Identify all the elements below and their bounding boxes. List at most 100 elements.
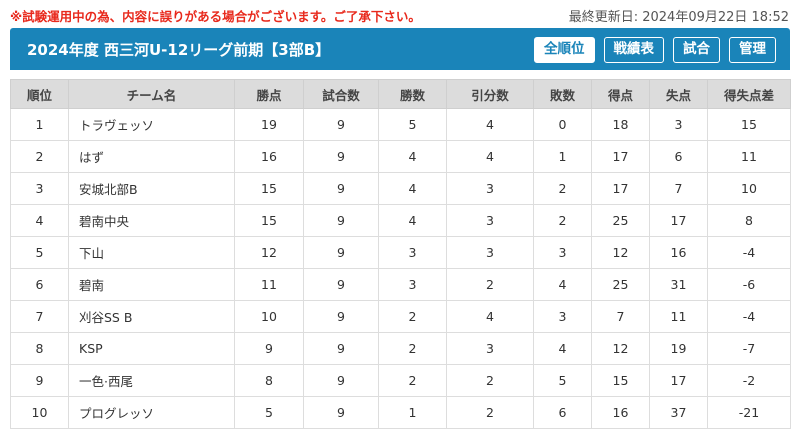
cell-goals-against: 17 <box>649 364 708 397</box>
cell-played: 9 <box>303 396 379 429</box>
cell-goal-difference: -6 <box>707 268 791 301</box>
cell-draws: 3 <box>446 236 534 269</box>
trial-notice: ※試験運用中の為、内容に誤りがある場合がございます。ご了承下さい。 <box>10 9 421 24</box>
table-row: 10 プログレッソ 5 9 1 2 6 16 37 -21 <box>10 396 791 429</box>
cell-wins: 3 <box>378 236 447 269</box>
cell-goals-for: 18 <box>591 108 650 141</box>
table-row: 9 一色·西尾 8 9 2 2 5 15 17 -2 <box>10 364 791 397</box>
col-header-rank: 順位 <box>10 79 69 109</box>
cell-goals-for: 17 <box>591 172 650 205</box>
table-row: 6 碧南 11 9 3 2 4 25 31 -6 <box>10 268 791 301</box>
cell-rank: 5 <box>10 236 69 269</box>
cell-rank: 7 <box>10 300 69 333</box>
cell-goals-for: 17 <box>591 140 650 173</box>
cell-wins: 4 <box>378 172 447 205</box>
cell-goals-against: 6 <box>649 140 708 173</box>
cell-team-name[interactable]: プログレッソ <box>68 396 235 429</box>
cell-losses: 3 <box>533 236 592 269</box>
cell-rank: 1 <box>10 108 69 141</box>
cell-goal-difference: -4 <box>707 236 791 269</box>
cell-played: 9 <box>303 300 379 333</box>
cell-points: 5 <box>234 396 304 429</box>
view-tabs: 全順位 戦績表 試合 管理 <box>525 37 776 63</box>
cell-goals-for: 25 <box>591 268 650 301</box>
cell-played: 9 <box>303 236 379 269</box>
cell-team-name[interactable]: はず <box>68 140 235 173</box>
tab-admin[interactable]: 管理 <box>729 37 776 63</box>
col-header-wins: 勝数 <box>378 79 447 109</box>
cell-played: 9 <box>303 268 379 301</box>
cell-goals-against: 11 <box>649 300 708 333</box>
cell-draws: 4 <box>446 140 534 173</box>
cell-losses: 1 <box>533 140 592 173</box>
cell-team-name[interactable]: トラヴェッソ <box>68 108 235 141</box>
cell-points: 10 <box>234 300 304 333</box>
cell-draws: 4 <box>446 300 534 333</box>
cell-wins: 4 <box>378 140 447 173</box>
cell-losses: 2 <box>533 172 592 205</box>
col-header-team: チーム名 <box>68 79 235 109</box>
cell-goal-difference: -7 <box>707 332 791 365</box>
cell-rank: 2 <box>10 140 69 173</box>
cell-played: 9 <box>303 204 379 237</box>
col-header-goals-against: 失点 <box>649 79 708 109</box>
cell-goal-difference: -21 <box>707 396 791 429</box>
league-header: 2024年度 西三河U-12リーグ前期【3部B】 全順位 戦績表 試合 管理 <box>10 28 790 70</box>
cell-goals-against: 37 <box>649 396 708 429</box>
cell-played: 9 <box>303 140 379 173</box>
cell-draws: 4 <box>446 108 534 141</box>
cell-points: 8 <box>234 364 304 397</box>
cell-goals-for: 16 <box>591 396 650 429</box>
cell-played: 9 <box>303 108 379 141</box>
cell-rank: 9 <box>10 364 69 397</box>
cell-points: 11 <box>234 268 304 301</box>
cell-wins: 3 <box>378 268 447 301</box>
cell-goals-for: 25 <box>591 204 650 237</box>
tab-results-grid[interactable]: 戦績表 <box>603 37 664 63</box>
cell-team-name[interactable]: 安城北部B <box>68 172 235 205</box>
col-header-goal-difference: 得失点差 <box>707 79 791 109</box>
cell-team-name[interactable]: KSP <box>68 332 235 365</box>
cell-points: 16 <box>234 140 304 173</box>
cell-draws: 2 <box>446 396 534 429</box>
cell-played: 9 <box>303 172 379 205</box>
tab-standings[interactable]: 全順位 <box>534 37 595 63</box>
cell-goals-against: 17 <box>649 204 708 237</box>
cell-rank: 8 <box>10 332 69 365</box>
cell-goals-against: 16 <box>649 236 708 269</box>
cell-goals-for: 15 <box>591 364 650 397</box>
cell-losses: 5 <box>533 364 592 397</box>
cell-wins: 2 <box>378 300 447 333</box>
cell-goals-for: 7 <box>591 300 650 333</box>
col-header-played: 試合数 <box>303 79 379 109</box>
cell-goal-difference: -2 <box>707 364 791 397</box>
cell-losses: 2 <box>533 204 592 237</box>
cell-losses: 4 <box>533 332 592 365</box>
cell-wins: 4 <box>378 204 447 237</box>
standings-body: 1 トラヴェッソ 19 9 5 4 0 18 3 15 2 はず 16 9 4 4 1 17 6 11 3 安城北部B 15… <box>10 108 791 429</box>
cell-team-name[interactable]: 下山 <box>68 236 235 269</box>
tab-matches[interactable]: 試合 <box>673 37 720 63</box>
cell-draws: 3 <box>446 172 534 205</box>
notice-bar: ※試験運用中の為、内容に誤りがある場合がございます。ご了承下さい。 最終更新日:… <box>0 0 800 28</box>
cell-points: 15 <box>234 172 304 205</box>
cell-points: 19 <box>234 108 304 141</box>
cell-team-name[interactable]: 碧南中央 <box>68 204 235 237</box>
cell-wins: 1 <box>378 396 447 429</box>
cell-goals-against: 31 <box>649 268 708 301</box>
cell-losses: 0 <box>533 108 592 141</box>
cell-goal-difference: -4 <box>707 300 791 333</box>
cell-goal-difference: 10 <box>707 172 791 205</box>
table-row: 5 下山 12 9 3 3 3 12 16 -4 <box>10 236 791 269</box>
cell-team-name[interactable]: 一色·西尾 <box>68 364 235 397</box>
cell-goals-against: 7 <box>649 172 708 205</box>
cell-goal-difference: 11 <box>707 140 791 173</box>
cell-team-name[interactable]: 碧南 <box>68 268 235 301</box>
cell-wins: 5 <box>378 108 447 141</box>
col-header-points: 勝点 <box>234 79 304 109</box>
cell-goals-against: 3 <box>649 108 708 141</box>
cell-team-name[interactable]: 刈谷SS B <box>68 300 235 333</box>
cell-played: 9 <box>303 364 379 397</box>
cell-losses: 4 <box>533 268 592 301</box>
col-header-draws: 引分数 <box>446 79 534 109</box>
